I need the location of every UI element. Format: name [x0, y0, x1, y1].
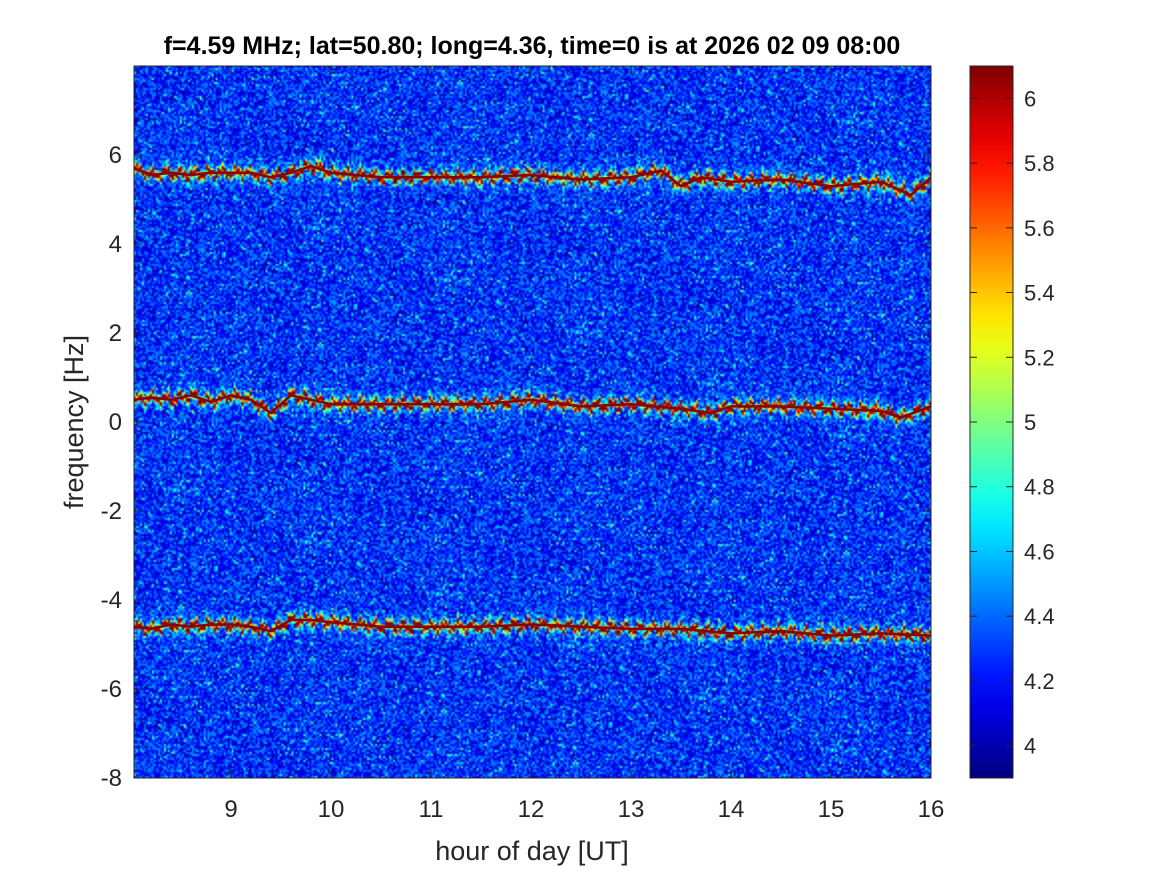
- colorbar-tick-label: 4.8: [1024, 475, 1055, 500]
- x-tick-label: 10: [318, 796, 345, 823]
- x-tick-label: 11: [419, 796, 444, 823]
- colorbar-tick-label: 5: [1024, 410, 1036, 435]
- y-tick-label: -6: [101, 676, 122, 703]
- y-tick-label: -4: [101, 587, 122, 614]
- spectrogram-heatmap: [134, 66, 931, 778]
- y-tick-label: 4: [109, 231, 122, 258]
- colorbar-tick-label: 5.6: [1024, 216, 1055, 241]
- colorbar: [969, 65, 1014, 779]
- x-tick-label: 14: [718, 796, 745, 823]
- y-tick-label: 2: [109, 320, 122, 347]
- colorbar-tick-label: 4.2: [1024, 669, 1055, 694]
- y-tick-label: -2: [101, 498, 122, 525]
- x-tick-label: 9: [224, 796, 237, 823]
- trace-line-3: [134, 618, 931, 637]
- colorbar-tick-label: 5.4: [1024, 281, 1055, 306]
- colorbar-tick-label: 4.6: [1024, 539, 1055, 564]
- colorbar-tick-label: 5.8: [1024, 151, 1055, 176]
- colorbar-tick-label: 4.4: [1024, 604, 1055, 629]
- y-axis-label: frequency [Hz]: [59, 335, 89, 509]
- trace-layer: [134, 164, 931, 637]
- x-tick-label: 12: [518, 796, 545, 823]
- x-tick-label: 13: [618, 796, 645, 823]
- trace-line-1: [134, 164, 931, 197]
- spectrogram-plot-area: [134, 66, 931, 778]
- chart-title: f=4.59 MHz; lat=50.80; long=4.36, time=0…: [164, 32, 901, 60]
- y-tick-label: -8: [101, 765, 122, 792]
- colorbar-ticks: 4 4.2 4.4 4.6 4.8 5 5.2 5.4 5.6 5.8 6: [970, 86, 1055, 759]
- y-axis-ticks: -8 -6 -4 -2 0 2 4 6: [101, 142, 931, 792]
- colorbar-tick-label: 5.2: [1024, 345, 1055, 370]
- trace-line-2: [134, 394, 931, 419]
- x-tick-label: 16: [918, 796, 945, 823]
- colorbar-tick-label: 6: [1024, 86, 1036, 111]
- colorbar-tick-label: 4: [1024, 734, 1036, 759]
- x-axis-ticks: 9 10 11 12 13 14 15 16: [224, 66, 944, 823]
- y-tick-label: 6: [109, 142, 122, 169]
- y-tick-label: 0: [109, 409, 122, 436]
- x-tick-label: 15: [818, 796, 845, 823]
- x-axis-label: hour of day [UT]: [435, 836, 629, 866]
